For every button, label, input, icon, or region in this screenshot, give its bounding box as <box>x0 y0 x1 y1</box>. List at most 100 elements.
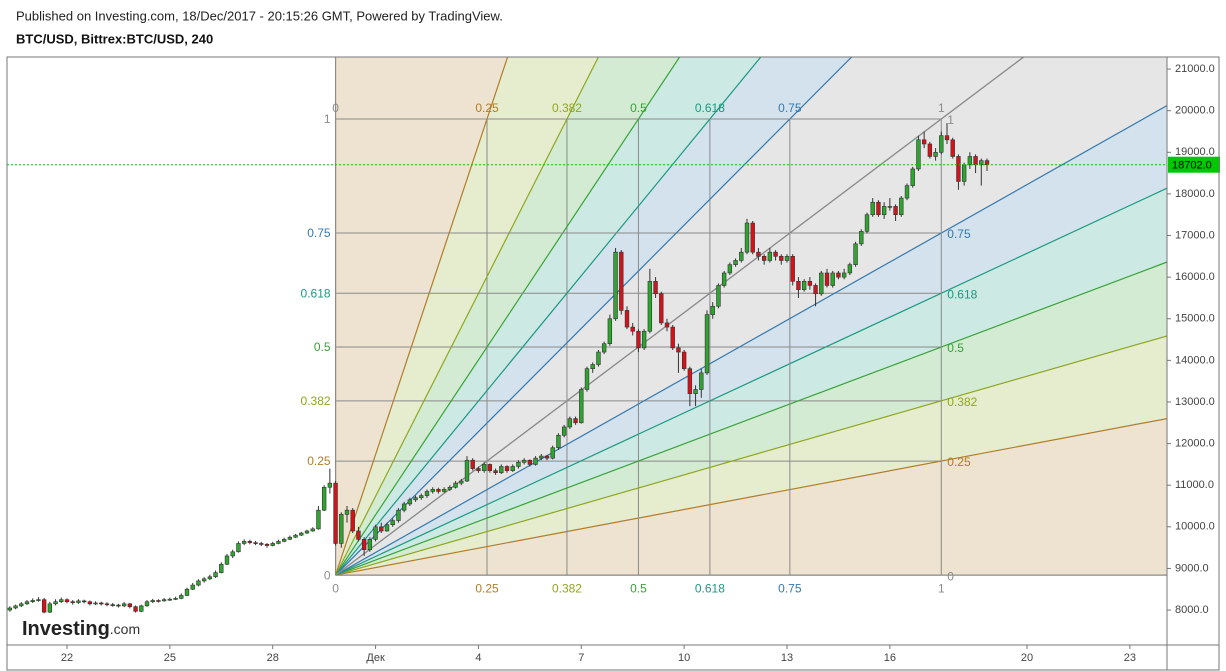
candle-body <box>179 595 184 599</box>
candle-body <box>373 526 378 540</box>
candle-body <box>13 605 18 609</box>
candle-body <box>561 426 567 436</box>
candle-body <box>264 543 270 546</box>
candle-body <box>527 459 533 465</box>
x-tick-label: Дек <box>366 652 385 664</box>
candle-body <box>504 466 510 471</box>
y-tick-label: 16000.0 <box>1175 271 1215 283</box>
candle-body <box>224 555 230 565</box>
candle-body <box>664 322 670 328</box>
candle-body <box>636 330 641 349</box>
x-tick-label: 16 <box>884 652 896 664</box>
candle-body <box>476 468 481 471</box>
candle-body <box>139 605 144 612</box>
candle-body <box>704 314 710 374</box>
candle-body <box>813 285 818 295</box>
x-tick-label: 7 <box>578 652 584 664</box>
candle-body <box>710 305 715 315</box>
level-label-bottom: 0.382 <box>552 581 582 595</box>
candle-body <box>7 607 13 611</box>
candle-body <box>944 135 950 141</box>
candle-body <box>53 601 58 605</box>
candle-body <box>464 459 470 482</box>
candle-body <box>207 576 213 580</box>
candle-body <box>59 599 64 603</box>
candle-body <box>344 509 350 515</box>
candle-body <box>567 418 573 428</box>
candle-body <box>481 464 487 471</box>
candle-body <box>470 459 475 469</box>
level-label-bottom: 0.75 <box>778 581 802 595</box>
level-label-right: 0.75 <box>947 227 971 241</box>
candle-body <box>916 139 921 170</box>
level-label-right: 0.382 <box>947 395 977 409</box>
y-tick-label: 8000.0 <box>1175 604 1209 616</box>
level-label-right: 0.618 <box>947 287 977 301</box>
candle-body <box>270 543 275 546</box>
candle-body <box>693 389 698 394</box>
candle-body <box>116 604 121 607</box>
y-tick-label: 11000.0 <box>1175 479 1214 491</box>
y-tick-label: 18000.0 <box>1175 188 1215 200</box>
candle-body <box>310 528 315 532</box>
candle-body <box>19 603 24 607</box>
candle-body <box>790 256 795 282</box>
y-tick-label: 14000.0 <box>1175 354 1215 366</box>
candle-body <box>744 222 750 253</box>
candle-body <box>550 447 555 459</box>
candle-body <box>219 563 224 573</box>
candle-body <box>779 256 784 261</box>
x-tick-label: 22 <box>61 652 73 664</box>
candle-body <box>150 600 155 603</box>
candle-body <box>299 532 304 536</box>
candle-body <box>173 598 178 600</box>
candle-body <box>41 599 47 613</box>
candle-body <box>110 604 115 606</box>
candle-body <box>681 351 687 369</box>
level-label-left: 0 <box>324 568 331 582</box>
candle-body <box>161 599 167 602</box>
candle-body <box>899 197 904 216</box>
level-label-left: 1 <box>324 112 331 126</box>
candle-body <box>316 509 321 530</box>
x-tick-label: 20 <box>1021 652 1033 664</box>
x-tick-label: 10 <box>678 652 690 664</box>
candle-body <box>516 462 521 467</box>
level-label-bottom: 0.618 <box>695 581 725 595</box>
candle-body <box>327 482 333 488</box>
y-tick-label: 9000.0 <box>1175 562 1209 574</box>
candle-body <box>870 201 875 216</box>
candle-body <box>607 318 613 345</box>
candle-body <box>973 156 978 166</box>
logo-suffix: .com <box>110 621 140 637</box>
candle-body <box>156 600 161 602</box>
candle-body <box>361 539 367 551</box>
candle-body <box>493 470 498 474</box>
candle-body <box>601 343 607 353</box>
candle-body <box>979 160 984 166</box>
level-label-top: 1 <box>938 101 945 115</box>
candle-body <box>556 434 561 449</box>
candle-body <box>230 551 235 557</box>
y-tick-label: 12000.0 <box>1175 437 1215 449</box>
candle-body <box>739 251 744 261</box>
candle-body <box>841 272 847 278</box>
candle-body <box>619 251 624 311</box>
y-tick-label: 13000.0 <box>1175 396 1215 408</box>
candle-body <box>904 185 910 199</box>
x-tick-label: 13 <box>781 652 793 664</box>
candle-body <box>104 603 110 606</box>
candle-body <box>881 206 887 216</box>
candle-body <box>430 489 435 492</box>
candle-body <box>876 201 881 216</box>
frame <box>6 56 1220 671</box>
candle-body <box>927 143 933 157</box>
logo-name: Investing <box>22 618 110 640</box>
level-label-left: 0.618 <box>301 286 331 300</box>
candle-body <box>424 491 430 496</box>
level-label-left: 0.382 <box>301 394 331 408</box>
level-label-top: 0 <box>332 101 339 115</box>
candle-body <box>121 603 127 607</box>
candle-body <box>213 572 218 578</box>
candle-body <box>956 156 961 182</box>
